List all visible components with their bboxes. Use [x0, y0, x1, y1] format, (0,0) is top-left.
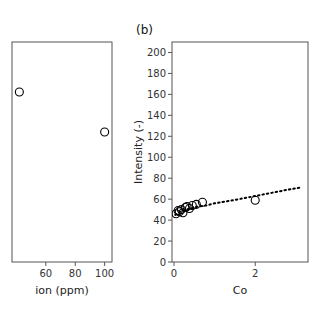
- scatter-point: [15, 88, 23, 96]
- x-tick: [75, 262, 76, 266]
- scatter-point: [183, 202, 191, 210]
- plot-frame: [12, 42, 112, 262]
- scatter-point: [101, 128, 109, 136]
- y-tick: [168, 115, 172, 116]
- plot-frame: [172, 42, 308, 262]
- x-tick-label: 60: [39, 268, 52, 279]
- panel: 60 80 100 ion (ppm): [12, 42, 114, 297]
- y-tick: [168, 157, 172, 158]
- x-axis-label: Co: [233, 284, 248, 297]
- x-axis-label: ion (ppm): [35, 284, 89, 297]
- y-tick-label: 140: [147, 110, 166, 121]
- x-tick: [255, 262, 256, 266]
- x-tick-label: 2: [252, 268, 258, 279]
- curve: [175, 188, 300, 215]
- y-tick-label: 20: [153, 236, 166, 247]
- y-tick-label: 80: [153, 173, 166, 184]
- y-tick-label: 180: [147, 68, 166, 79]
- y-tick: [168, 220, 172, 221]
- y-tick-label: 100: [147, 152, 166, 163]
- x-tick-label: 100: [95, 268, 114, 279]
- x-tick: [174, 262, 175, 266]
- y-tick: [168, 73, 172, 74]
- y-tick: [168, 199, 172, 200]
- y-tick: [168, 136, 172, 137]
- y-tick: [168, 94, 172, 95]
- panel-label: (b): [136, 23, 153, 37]
- plot-area: [15, 88, 108, 136]
- y-tick-label: 60: [153, 194, 166, 205]
- y-tick-label: 160: [147, 89, 166, 100]
- y-tick-label: 200: [147, 47, 166, 58]
- y-tick-label: 120: [147, 131, 166, 142]
- y-axis-label: Intensity (-): [132, 120, 145, 184]
- x-tick: [45, 262, 46, 266]
- y-tick-label: 40: [153, 215, 166, 226]
- x-tick: [104, 262, 105, 266]
- y-tick: [168, 262, 172, 263]
- scatter-point: [251, 196, 259, 204]
- y-tick-label: 0: [160, 257, 166, 268]
- x-tick-label: 80: [69, 268, 82, 279]
- chart-root: 6080100ion (ppm)020204060801001201401601…: [0, 0, 320, 320]
- plot-area: [172, 188, 300, 218]
- y-tick: [168, 178, 172, 179]
- x-tick-label: 0: [171, 268, 177, 279]
- y-tick: [168, 241, 172, 242]
- y-tick: [168, 52, 172, 53]
- panel: 02020406080100120140160180200CoIntensity…: [132, 23, 308, 297]
- scatter-point: [198, 198, 206, 206]
